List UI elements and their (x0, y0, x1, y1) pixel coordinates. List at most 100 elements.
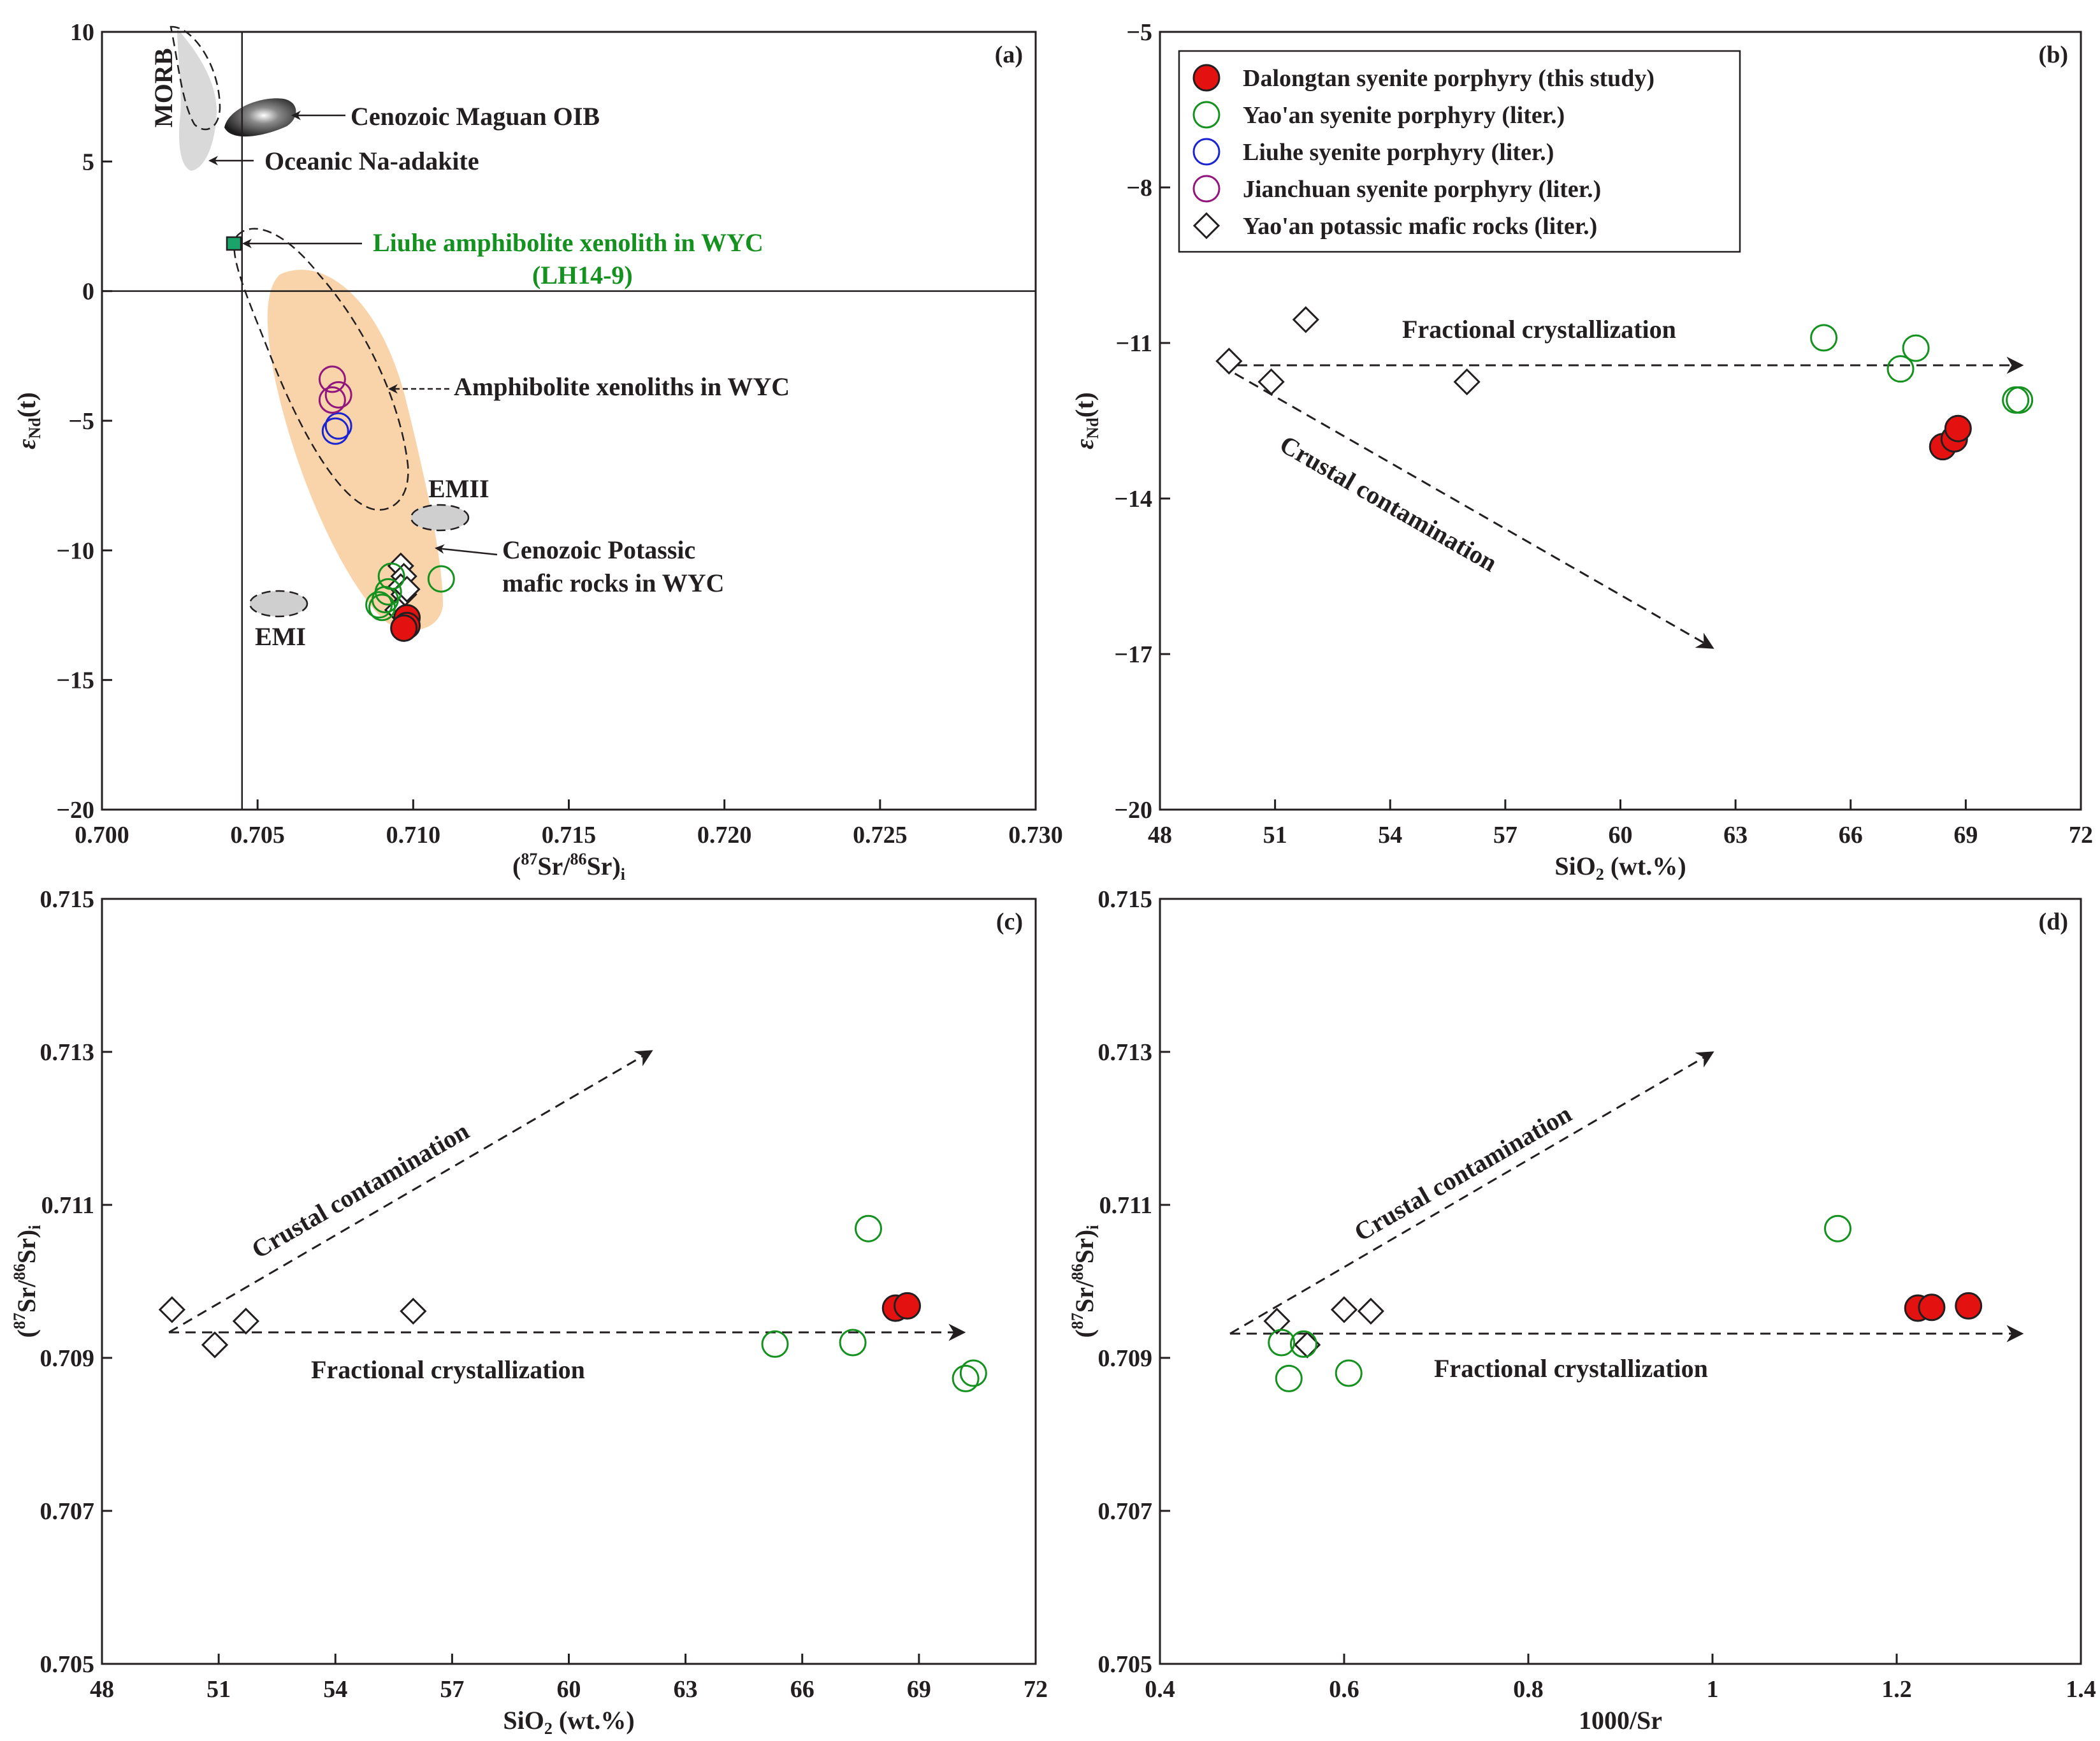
panel-c-xtick-label: 54 (323, 1676, 347, 1703)
panel-a-data-point (377, 562, 405, 590)
panel-a-data-point (390, 614, 418, 642)
panel-c-ytick-label: 0.707 (40, 1498, 95, 1525)
panel-b-ytick-label: −17 (1114, 641, 1152, 668)
legend-marker (1192, 101, 1220, 129)
panel-d-data-point (1335, 1359, 1363, 1387)
panel-d-data-point (1268, 1329, 1296, 1357)
panel-b-annotations: Fractional crystallization Crustal conta… (1220, 315, 2024, 649)
panel-c-xtick-label: 48 (90, 1676, 114, 1703)
panel-d-frame (1159, 898, 2082, 1665)
panel-a-xtick-label: 0.705 (230, 822, 285, 849)
panel-d-xtick-label: 0.4 (1145, 1676, 1175, 1703)
panel-d-annotations: Fractional crystallization Crustal conta… (1229, 1051, 2024, 1383)
panel-d-xtick-label: 0.8 (1513, 1676, 1544, 1703)
panel-d-xtick-label: 1.2 (1881, 1676, 1912, 1703)
fc-label-b: Fractional crystallization (1402, 315, 1676, 344)
panel-b-label: (b) (2039, 41, 2068, 68)
panel-b-xtick-label: 69 (1953, 822, 1978, 849)
legend-marker (1192, 175, 1220, 203)
panel-a-xtick-label: 0.715 (542, 822, 597, 849)
oib-label: Cenozoic Maguan OIB (351, 102, 600, 131)
panel-d-xtick-label: 0.6 (1329, 1676, 1359, 1703)
panel-c-data-point (894, 1292, 922, 1320)
potassic-label-2: mafic rocks in WYC (502, 569, 725, 597)
panel-b-data-point (1257, 368, 1285, 396)
panel-b-ytick-label: −20 (1114, 797, 1152, 824)
panel-c-xtick-label: 60 (557, 1676, 581, 1703)
panel-b-xtick-label: 60 (1609, 822, 1633, 849)
panel-a-data-point (318, 365, 346, 393)
panel-c-data-point (959, 1359, 987, 1387)
panel-b-data-point (1944, 414, 1972, 442)
potassic-arrow (435, 544, 498, 556)
panel-d-ytick-label: 0.713 (1098, 1039, 1153, 1066)
panel-d-ytick-label: 0.709 (1098, 1345, 1153, 1372)
panel-c-label: (c) (996, 908, 1023, 935)
panel-b-data-point (1453, 368, 1481, 396)
panel-c-frame (101, 898, 1037, 1665)
cc-label-b: Crustal contamination (1275, 430, 1502, 578)
panel-c-xtick-label: 57 (440, 1676, 464, 1703)
panel-d-ytick-label: 0.707 (1098, 1498, 1153, 1525)
emi-label: EMI (255, 622, 306, 651)
legend-item: Liuhe syenite porphyry (liter.) (1192, 138, 1554, 166)
panel-a-data-point (368, 594, 396, 622)
panel-d-xlabel: 1000/Sr (1579, 1706, 1662, 1735)
panel-a-xlabel: (87Sr/86Sr)i (512, 850, 625, 884)
panel-c-ytick-label: 0.713 (40, 1039, 95, 1066)
panel-c-xtick-label: 72 (1024, 1676, 1048, 1703)
panel-d-data-point (1263, 1308, 1291, 1335)
panel-b-data-point (1810, 324, 1838, 352)
fc-label-d: Fractional crystallization (1434, 1354, 1708, 1383)
legend-label: Yao'an potassic mafic rocks (liter.) (1243, 213, 1597, 240)
panel-c-data-point (952, 1364, 980, 1392)
xenolith-label-2: (LH14-9) (532, 261, 633, 289)
panel-d-xtick-label: 1.4 (2066, 1676, 2096, 1703)
panel-a-xtick-label: 0.710 (386, 822, 441, 849)
panel-a-ytick-label: −10 (56, 537, 94, 564)
panel-d-ytick-label: 0.715 (1098, 886, 1153, 913)
emi-field (249, 590, 308, 618)
panel-c-ylabel: (87Sr/86Sr)i (10, 1225, 44, 1337)
panel-a-ylabel: εNd(t) (12, 392, 44, 449)
cc-label-c: Crustal contamination (247, 1116, 474, 1264)
panel-c-data-point (158, 1296, 185, 1323)
generated-chart-elements: 0.700 0.705 0.710 0.715 0.720 0.725 0.730 10 5 0 −… (10, 19, 2096, 1738)
legend-marker (1192, 138, 1220, 166)
legend-marker (1192, 64, 1220, 92)
panel-b-data-point (1886, 355, 1915, 383)
panel-b-xtick-label: 66 (1839, 822, 1863, 849)
panel-a-xtick-label: 0.720 (697, 822, 752, 849)
panel-d-data-point (1824, 1214, 1852, 1242)
potassic-label-1: Cenozoic Potassic (502, 535, 695, 564)
legend-box (1178, 50, 1741, 253)
panel-a-ytick-label: −5 (68, 408, 94, 435)
legend: Dalongtan syenite porphyry (this study) Y… (1178, 50, 1741, 253)
panel-c-xtick-label: 63 (674, 1676, 698, 1703)
panel-d-ytick-label: 0.711 (1099, 1192, 1152, 1219)
cc-arrow-d (1229, 1051, 1714, 1335)
panel-c-ytick-label: 0.709 (40, 1345, 95, 1372)
panel-a-xtick-label: 0.730 (1008, 822, 1063, 849)
panel-b-ytick-label: −11 (1115, 330, 1152, 357)
amphibolite-label: Amphibolite xenoliths in WYC (454, 372, 790, 401)
panel-b-xtick-label: 63 (1723, 822, 1748, 849)
emii-label: EMII (428, 474, 489, 503)
legend-item: Dalongtan syenite porphyry (this study) (1192, 64, 1655, 92)
panel-a-xtick-label: 0.725 (853, 822, 908, 849)
panel-a-data-point (321, 417, 349, 445)
emii-field (410, 504, 470, 532)
morb-label: MORB (149, 48, 178, 127)
panel-b-xtick-label: 51 (1263, 822, 1287, 849)
panel-c-ytick-label: 0.715 (40, 886, 95, 913)
legend-item: Yao'an syenite porphyry (liter.) (1192, 101, 1565, 129)
panel-a-data-point (318, 386, 346, 414)
liuhe-xenolith-marker (226, 236, 242, 251)
panel-d-data-point (1918, 1293, 1946, 1322)
panel-b-xtick-label: 48 (1148, 822, 1172, 849)
panel-c-data-point (201, 1331, 229, 1359)
panel-b-xtick-label: 72 (2069, 822, 2093, 849)
panel-c-data-point (232, 1308, 259, 1335)
panel-b-xtick-label: 57 (1493, 822, 1517, 849)
